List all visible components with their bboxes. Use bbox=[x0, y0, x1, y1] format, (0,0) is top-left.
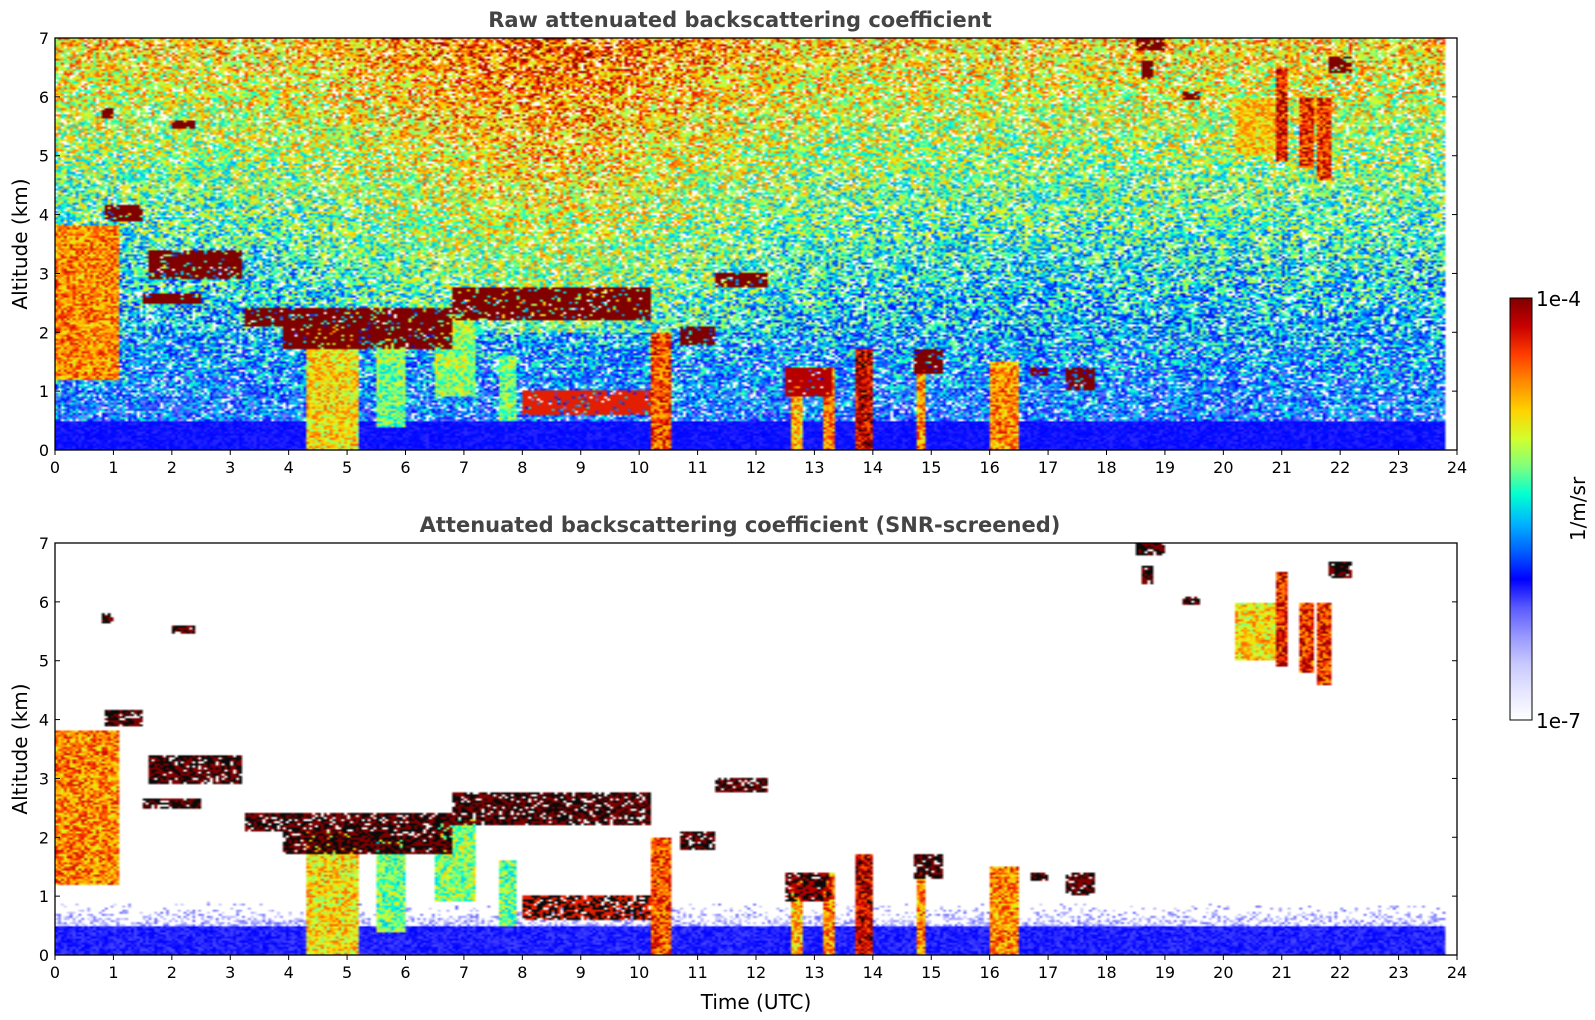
x-tick-label: 10 bbox=[629, 963, 649, 982]
chart-title-raw: Raw attenuated backscattering coefficien… bbox=[488, 8, 992, 32]
y-tick-label: 6 bbox=[39, 593, 49, 612]
y-tick-label: 0 bbox=[39, 441, 49, 460]
x-tick-label: 18 bbox=[1096, 963, 1116, 982]
x-tick-label: 5 bbox=[342, 963, 352, 982]
x-tick-label: 0 bbox=[50, 963, 60, 982]
x-tick-label: 2 bbox=[167, 963, 177, 982]
y-tick-label: 1 bbox=[39, 382, 49, 401]
y-tick-label: 7 bbox=[39, 534, 49, 553]
x-ticks-screened: 0 1 2 3 4 5 6 7 8 9 10 11 12 13 14 15 16 17 18 19 20 21 22 23 24 bbox=[50, 955, 1467, 982]
x-tick-label: 18 bbox=[1096, 458, 1116, 477]
y-tick-label: 3 bbox=[39, 264, 49, 283]
y-ticks-raw: 0 1 2 3 4 5 6 7 bbox=[39, 29, 1457, 460]
x-tick-label: 3 bbox=[225, 963, 235, 982]
y-tick-label: 5 bbox=[39, 147, 49, 166]
x-tick-label: 22 bbox=[1330, 458, 1350, 477]
x-tick-label: 22 bbox=[1330, 963, 1350, 982]
x-tick-label: 17 bbox=[1038, 458, 1058, 477]
x-tick-label: 19 bbox=[1155, 458, 1175, 477]
x-tick-label: 24 bbox=[1447, 963, 1467, 982]
y-tick-label: 0 bbox=[39, 946, 49, 965]
y-tick-label: 2 bbox=[39, 323, 49, 342]
x-tick-label: 5 bbox=[342, 458, 352, 477]
x-tick-label: 4 bbox=[284, 458, 294, 477]
chart-title-screened: Attenuated backscattering coefficient (S… bbox=[420, 513, 1061, 537]
x-tick-label: 13 bbox=[804, 963, 824, 982]
panel-screened: Attenuated backscattering coefficient (S… bbox=[8, 513, 1467, 1014]
y-tick-label: 3 bbox=[39, 769, 49, 788]
x-tick-label: 12 bbox=[746, 963, 766, 982]
x-tick-label: 14 bbox=[863, 458, 883, 477]
x-tick-label: 21 bbox=[1272, 963, 1292, 982]
y-tick-label: 6 bbox=[39, 88, 49, 107]
x-tick-label: 14 bbox=[863, 963, 883, 982]
x-tick-label: 19 bbox=[1155, 963, 1175, 982]
y-tick-label: 4 bbox=[39, 711, 49, 730]
y-ticks-screened: 0 1 2 3 4 5 6 7 bbox=[39, 534, 1457, 965]
colorbar: 1e-4 1e-7 1/m/sr bbox=[1509, 287, 1590, 733]
x-tick-label: 8 bbox=[517, 458, 527, 477]
colorbar-max-label: 1e-4 bbox=[1536, 287, 1581, 311]
x-tick-label: 23 bbox=[1388, 458, 1408, 477]
x-tick-label: 6 bbox=[400, 963, 410, 982]
x-ticks-raw: 0 1 2 3 4 5 6 7 8 9 10 11 12 13 14 15 16 17 18 19 20 21 22 23 24 bbox=[50, 450, 1467, 477]
x-tick-label: 3 bbox=[225, 458, 235, 477]
x-tick-label: 23 bbox=[1388, 963, 1408, 982]
colorbar-gradient bbox=[1509, 297, 1533, 721]
x-tick-label: 1 bbox=[108, 458, 118, 477]
y-tick-label: 4 bbox=[39, 206, 49, 225]
x-tick-label: 15 bbox=[921, 458, 941, 477]
x-tick-label: 8 bbox=[517, 963, 527, 982]
x-tick-label: 0 bbox=[50, 458, 60, 477]
x-axis-label: Time (UTC) bbox=[700, 990, 812, 1014]
x-tick-label: 4 bbox=[284, 963, 294, 982]
colorbar-unit-label: 1/m/sr bbox=[1566, 476, 1590, 541]
x-tick-label: 2 bbox=[167, 458, 177, 477]
x-tick-label: 9 bbox=[576, 458, 586, 477]
y-tick-label: 1 bbox=[39, 887, 49, 906]
x-tick-label: 24 bbox=[1447, 458, 1467, 477]
x-tick-label: 16 bbox=[979, 458, 999, 477]
y-tick-label: 7 bbox=[39, 29, 49, 48]
x-tick-label: 1 bbox=[108, 963, 118, 982]
x-tick-label: 21 bbox=[1272, 458, 1292, 477]
x-tick-label: 20 bbox=[1213, 458, 1233, 477]
y-tick-label: 2 bbox=[39, 828, 49, 847]
x-tick-label: 13 bbox=[804, 458, 824, 477]
x-tick-label: 9 bbox=[576, 963, 586, 982]
x-tick-label: 6 bbox=[400, 458, 410, 477]
colorbar-min-label: 1e-7 bbox=[1536, 709, 1581, 733]
y-axis-label-screened: Altitude (km) bbox=[8, 683, 32, 814]
y-axis-label-raw: Altitude (km) bbox=[8, 178, 32, 309]
heatmap-raw bbox=[55, 38, 1457, 450]
x-tick-label: 10 bbox=[629, 458, 649, 477]
x-tick-label: 11 bbox=[687, 963, 707, 982]
heatmap-screened bbox=[55, 543, 1457, 955]
x-tick-label: 7 bbox=[459, 458, 469, 477]
y-tick-label: 5 bbox=[39, 652, 49, 671]
x-tick-label: 20 bbox=[1213, 963, 1233, 982]
x-tick-label: 11 bbox=[687, 458, 707, 477]
x-tick-label: 16 bbox=[979, 963, 999, 982]
x-tick-label: 17 bbox=[1038, 963, 1058, 982]
panel-raw: Raw attenuated backscattering coefficien… bbox=[8, 8, 1467, 477]
x-tick-label: 7 bbox=[459, 963, 469, 982]
x-tick-label: 12 bbox=[746, 458, 766, 477]
x-tick-label: 15 bbox=[921, 963, 941, 982]
